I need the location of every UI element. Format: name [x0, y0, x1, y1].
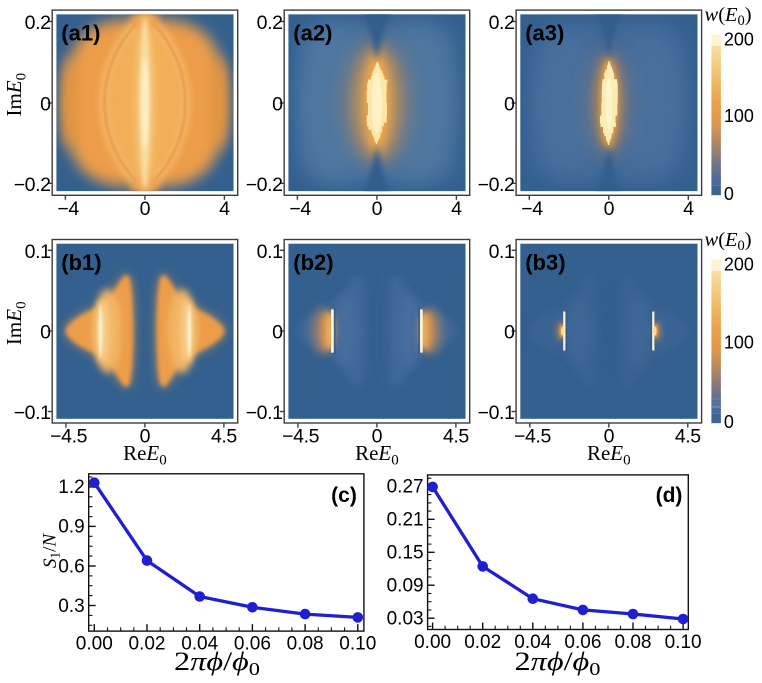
svg-text:0: 0 [272, 322, 283, 344]
svg-text:(b3): (b3) [525, 250, 565, 275]
svg-text:0.1: 0.1 [257, 241, 283, 263]
svg-text:0: 0 [40, 322, 51, 344]
svg-text:0.2: 0.2 [25, 12, 51, 34]
svg-text:2πϕ/ϕ0: 2 πϕ/ϕ 0 [174, 647, 260, 679]
svg-text:−4.5: −4.5 [50, 426, 87, 448]
svg-text:−4: −4 [289, 198, 311, 220]
svg-text:1.2: 1.2 [58, 477, 84, 498]
svg-text:0.00: 0.00 [414, 632, 451, 653]
svg-text:0: 0 [40, 94, 51, 116]
svg-text:0.02: 0.02 [129, 633, 166, 654]
svg-text:−0.1: −0.1 [14, 402, 51, 424]
svg-text:(a3): (a3) [525, 21, 564, 46]
svg-text:4.5: 4.5 [443, 426, 469, 448]
svg-text:0.1: 0.1 [25, 241, 51, 263]
svg-text:S1/N: S1/N [40, 533, 63, 569]
svg-text:0.21: 0.21 [387, 510, 424, 531]
svg-text:0.6: 0.6 [58, 556, 84, 577]
svg-text:100: 100 [724, 333, 754, 353]
svg-text:0.04: 0.04 [181, 633, 218, 654]
svg-text:0: 0 [604, 426, 615, 448]
svg-text:(b1): (b1) [61, 250, 101, 275]
svg-text:(a2): (a2) [293, 21, 332, 46]
svg-text:(d): (d) [656, 484, 683, 507]
svg-text:0.00: 0.00 [76, 633, 113, 654]
svg-text:100: 100 [724, 106, 754, 126]
svg-text:(a1): (a1) [61, 21, 100, 46]
svg-text:200: 200 [724, 29, 754, 49]
svg-text:−0.2: −0.2 [246, 174, 283, 196]
svg-text:ImE0: ImE0 [2, 73, 30, 117]
svg-text:0.04: 0.04 [514, 632, 551, 653]
svg-text:w(E0): w(E0) [705, 229, 752, 254]
svg-text:0: 0 [372, 198, 383, 220]
svg-text:0.9: 0.9 [58, 517, 84, 538]
svg-text:0: 0 [504, 94, 515, 116]
svg-text:0.15: 0.15 [387, 543, 424, 564]
svg-text:−0.2: −0.2 [14, 174, 51, 196]
svg-text:4: 4 [451, 198, 462, 220]
svg-text:0.2: 0.2 [489, 12, 515, 34]
svg-text:4: 4 [683, 198, 694, 220]
svg-text:0.2: 0.2 [257, 12, 283, 34]
svg-text:−0.1: −0.1 [246, 402, 283, 424]
svg-text:0: 0 [724, 184, 734, 204]
svg-text:0.10: 0.10 [339, 633, 376, 654]
svg-text:w(E0): w(E0) [705, 4, 752, 29]
svg-text:0.08: 0.08 [615, 632, 652, 653]
svg-text:(c): (c) [331, 484, 357, 507]
svg-text:−4.5: −4.5 [282, 426, 319, 448]
svg-text:0.02: 0.02 [464, 632, 501, 653]
svg-text:0: 0 [140, 426, 151, 448]
svg-text:0.08: 0.08 [287, 633, 324, 654]
svg-text:0.09: 0.09 [387, 576, 424, 597]
svg-text:0.27: 0.27 [387, 477, 424, 498]
svg-text:ReE0: ReE0 [587, 441, 631, 469]
svg-text:0: 0 [504, 322, 515, 344]
svg-text:−0.2: −0.2 [478, 174, 515, 196]
svg-text:(b2): (b2) [293, 250, 333, 275]
svg-text:0: 0 [372, 426, 383, 448]
svg-text:0.10: 0.10 [665, 632, 702, 653]
svg-text:200: 200 [724, 254, 754, 274]
svg-text:4.5: 4.5 [211, 426, 237, 448]
svg-text:0: 0 [140, 198, 151, 220]
svg-text:−0.1: −0.1 [478, 402, 515, 424]
svg-text:4: 4 [219, 198, 230, 220]
svg-text:0.03: 0.03 [387, 609, 424, 630]
svg-text:0: 0 [604, 198, 615, 220]
svg-text:0: 0 [724, 412, 734, 432]
svg-text:0.3: 0.3 [58, 596, 84, 617]
svg-text:0.06: 0.06 [234, 633, 271, 654]
svg-text:0: 0 [272, 94, 283, 116]
svg-text:2πϕ/ϕ0: 2 πϕ/ϕ 0 [515, 647, 601, 679]
svg-text:0.06: 0.06 [564, 632, 601, 653]
svg-text:−4: −4 [521, 198, 543, 220]
svg-text:−4: −4 [57, 198, 79, 220]
svg-text:0.1: 0.1 [489, 241, 515, 263]
svg-text:4.5: 4.5 [675, 426, 701, 448]
svg-text:−4.5: −4.5 [514, 426, 551, 448]
